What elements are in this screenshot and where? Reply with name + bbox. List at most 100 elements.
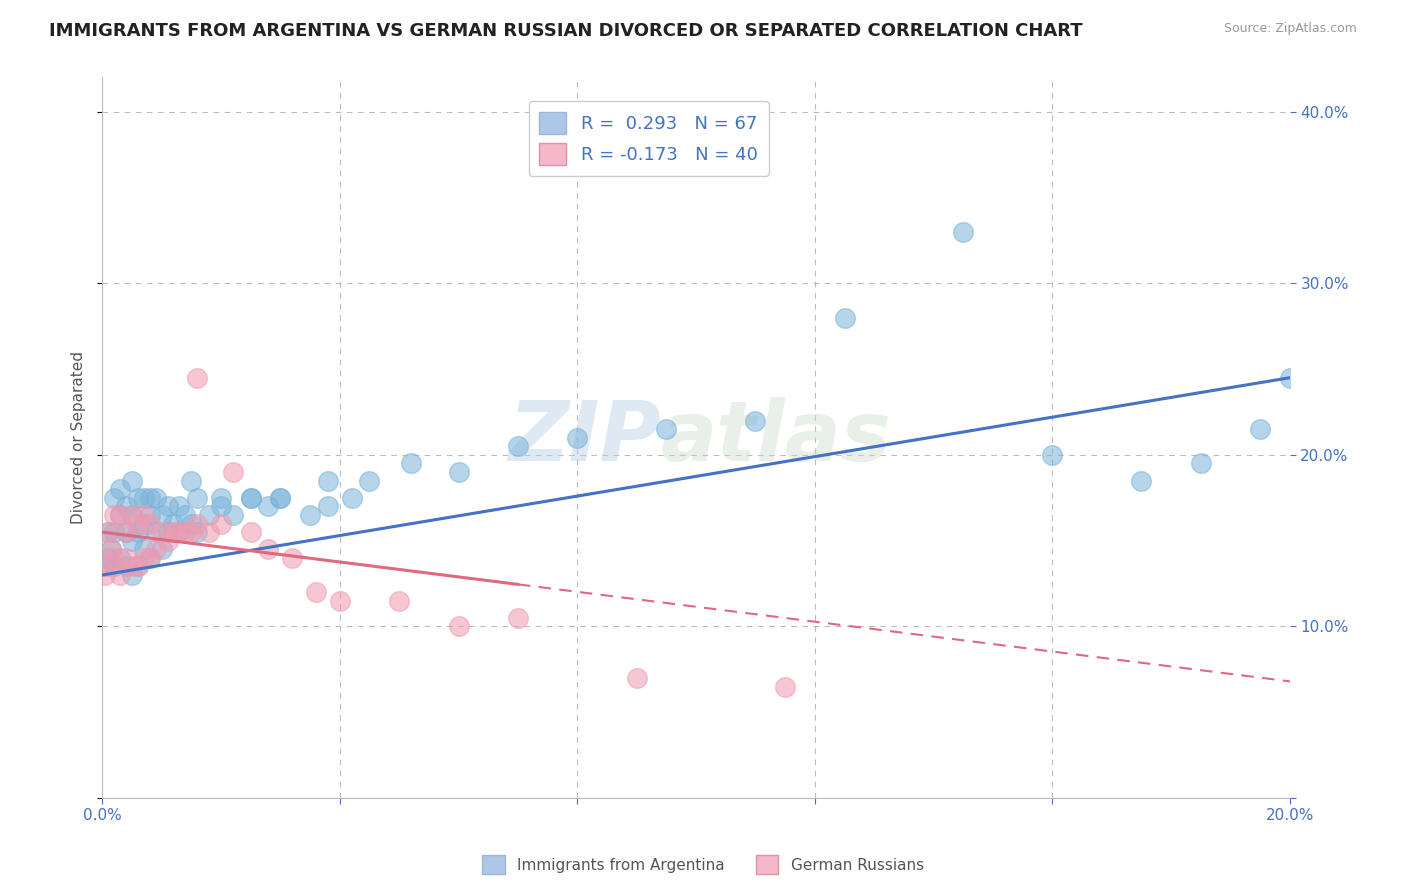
Point [94,568,117,582]
Point [145,542,167,557]
Point [115,550,138,565]
Point [97,525,120,540]
Point [169,525,191,540]
Point [150,508,173,522]
Point [209,491,232,505]
Point [108,482,131,496]
Point [239,491,262,505]
Point [359,474,381,488]
Point [239,525,262,540]
Point [186,516,208,531]
Point [299,508,322,522]
Point [103,508,125,522]
Point [138,550,160,565]
Point [132,491,155,505]
Point [162,516,184,531]
Point [132,508,155,522]
Point [174,508,197,522]
Point [186,525,208,540]
Point [132,516,155,531]
Point [108,508,131,522]
Point [103,550,125,565]
Point [97,550,120,565]
Point [121,533,143,548]
Legend: Immigrants from Argentina, German Russians: Immigrants from Argentina, German Russia… [477,849,929,880]
Point [305,585,328,599]
Point [115,525,138,540]
Point [127,491,149,505]
Point [186,370,208,384]
Point [744,414,766,428]
Point [239,491,262,505]
Point [121,559,143,574]
Point [209,516,232,531]
Point [269,491,291,505]
Point [103,491,125,505]
Point [1130,474,1153,488]
Point [222,465,245,479]
Point [145,491,167,505]
Point [180,525,202,540]
Point [121,508,143,522]
Point [156,500,179,514]
Point [169,525,191,540]
Point [100,542,122,557]
Legend: R =  0.293   N = 67, R = -0.173   N = 40: R = 0.293 N = 67, R = -0.173 N = 40 [529,101,769,176]
Point [162,525,184,540]
Point [103,559,125,574]
Point [156,533,179,548]
Point [94,559,117,574]
Point [834,310,856,325]
Point [156,525,179,540]
Point [121,474,143,488]
Point [186,491,208,505]
Point [198,525,221,540]
Point [115,525,138,540]
Point [127,516,149,531]
Point [100,542,122,557]
Point [198,508,221,522]
Point [340,491,363,505]
Text: atlas: atlas [661,397,891,478]
Point [127,559,149,574]
Point [108,550,131,565]
Point [180,516,202,531]
Point [257,500,280,514]
Point [108,508,131,522]
Text: ZIP: ZIP [508,397,661,478]
Point [1189,457,1212,471]
Point [281,550,304,565]
Point [952,225,974,239]
Point [138,491,160,505]
Point [209,500,232,514]
Point [1278,370,1301,384]
Point [316,500,339,514]
Point [567,431,589,445]
Point [150,542,173,557]
Point [97,559,120,574]
Point [138,516,160,531]
Point [138,508,160,522]
Point [97,525,120,540]
Text: IMMIGRANTS FROM ARGENTINA VS GERMAN RUSSIAN DIVORCED OR SEPARATED CORRELATION CH: IMMIGRANTS FROM ARGENTINA VS GERMAN RUSS… [49,22,1083,40]
Point [316,474,339,488]
Point [127,525,149,540]
Point [145,525,167,540]
Point [388,593,411,607]
Point [506,439,529,453]
Point [103,525,125,540]
Point [121,568,143,582]
Point [138,550,160,565]
Point [222,508,245,522]
Point [1040,448,1063,462]
Point [169,500,191,514]
Point [115,559,138,574]
Point [447,465,470,479]
Point [180,474,202,488]
Point [626,671,648,685]
Point [174,525,197,540]
Point [108,568,131,582]
Text: Source: ZipAtlas.com: Source: ZipAtlas.com [1223,22,1357,36]
Point [257,542,280,557]
Point [132,542,155,557]
